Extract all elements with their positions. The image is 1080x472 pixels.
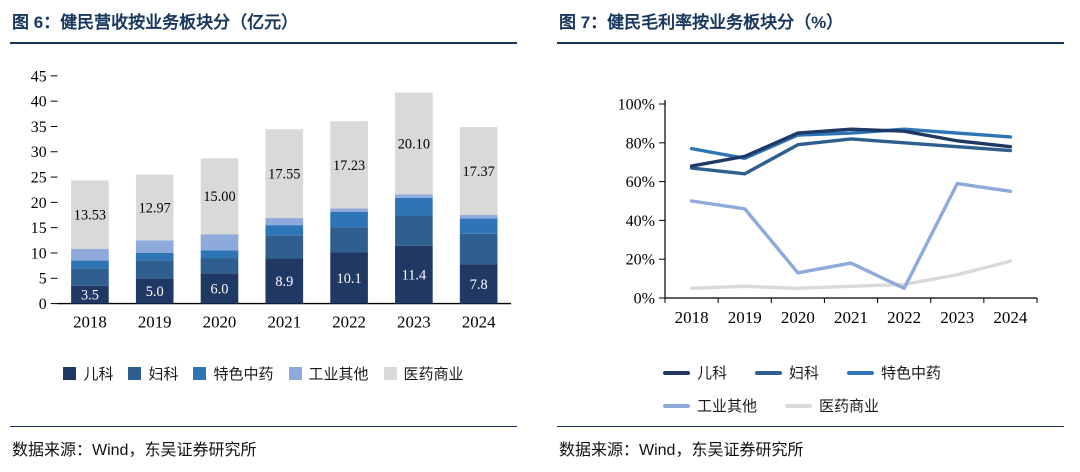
svg-text:60%: 60% (626, 174, 655, 191)
legend-label: 儿科 (697, 365, 728, 382)
svg-text:12.97: 12.97 (139, 200, 171, 216)
figure-7-footer: 数据来源：Wind，东吴证券研究所 (557, 426, 1064, 472)
svg-text:45: 45 (31, 68, 47, 85)
figure-7-legend: 儿科 妇科 特色中药工业其他 医药商业 (663, 362, 1035, 416)
figure-6-footer: 数据来源：Wind，东吴证券研究所 (10, 426, 517, 472)
legend-line-swatch (785, 403, 813, 408)
svg-text:17.55: 17.55 (268, 167, 300, 183)
svg-text:15.00: 15.00 (203, 189, 235, 205)
figure-7-data-source: 数据来源：Wind，东吴证券研究所 (559, 442, 804, 459)
svg-text:13.53: 13.53 (74, 208, 106, 224)
svg-text:35: 35 (31, 119, 47, 136)
legend-item-医药商业: 医药商业 (383, 363, 464, 384)
svg-text:20: 20 (31, 195, 47, 212)
svg-text:2019: 2019 (138, 312, 172, 331)
figure-6-chart-area: 0 5 10 15 20 25 30 35 40 45 3.5 13.53 2018 5.0 12.97 20… (10, 60, 517, 384)
legend-line-swatch (755, 370, 783, 375)
svg-text:7.8: 7.8 (470, 277, 488, 293)
svg-text:2018: 2018 (675, 308, 709, 327)
legend-line-swatch (663, 370, 690, 375)
legend-label: 特色中药 (213, 366, 274, 384)
svg-text:2022: 2022 (332, 312, 366, 331)
figure-7-line-chart: 0% 20% 40% 60% 80% 100% 2018 2019 2020 2021 2022 20… (618, 97, 1038, 327)
figure-7-title: 图 7：健民毛利率按业务板块分（%） (557, 6, 1064, 44)
legend-label: 工业其他 (697, 398, 758, 415)
legend-item-医药商业: 医药商业 (785, 395, 879, 416)
figure-6-stacked-bar-chart: 0 5 10 15 20 25 30 35 40 45 3.5 13.53 2018 5.0 12.97 20… (31, 68, 512, 331)
svg-text:6.0: 6.0 (211, 281, 229, 297)
legend-line-swatch (847, 370, 875, 375)
figure-6-data-source: 数据来源：Wind，东吴证券研究所 (12, 442, 257, 459)
legend-color-swatch (193, 367, 207, 381)
svg-text:2018: 2018 (73, 312, 107, 331)
svg-text:30: 30 (31, 144, 47, 161)
legend-label: 特色中药 (881, 365, 942, 382)
legend-item-妇科: 妇科 (755, 362, 819, 383)
svg-text:2020: 2020 (203, 312, 237, 331)
legend-color-swatch (63, 367, 77, 381)
panel-figure-7: 图 7：健民毛利率按业务板块分（%） 0% 20% 40% 60% 80% 100% 201… (557, 6, 1064, 472)
legend-color-swatch (128, 367, 142, 381)
svg-text:3.5: 3.5 (81, 288, 99, 304)
legend-item-儿科: 儿科 (63, 363, 113, 384)
svg-text:10.1: 10.1 (337, 271, 362, 287)
legend-label: 妇科 (789, 365, 820, 382)
svg-text:10: 10 (31, 245, 47, 262)
legend-item-工业其他: 工业其他 (288, 363, 369, 384)
svg-text:100%: 100% (618, 97, 655, 114)
legend-item-特色中药: 特色中药 (193, 363, 274, 384)
svg-text:2020: 2020 (781, 308, 815, 327)
svg-text:20%: 20% (626, 252, 655, 269)
svg-text:2023: 2023 (397, 312, 431, 331)
figure-7-chart-area: 0% 20% 40% 60% 80% 100% 2018 2019 2020 2021 2022 20… (557, 86, 1064, 416)
legend-label: 医药商业 (819, 398, 880, 415)
legend-label: 医药商业 (403, 366, 464, 384)
svg-text:11.4: 11.4 (402, 268, 427, 284)
legend-item-特色中药: 特色中药 (847, 362, 941, 383)
svg-text:17.37: 17.37 (463, 164, 495, 180)
legend-label: 妇科 (148, 366, 179, 384)
svg-text:2021: 2021 (834, 308, 868, 327)
svg-text:2023: 2023 (940, 308, 974, 327)
svg-text:2021: 2021 (267, 312, 301, 331)
legend-label: 工业其他 (308, 366, 369, 384)
legend-color-swatch (288, 367, 302, 381)
svg-text:2024: 2024 (462, 312, 496, 331)
svg-text:2024: 2024 (993, 308, 1028, 327)
svg-text:40: 40 (31, 94, 47, 111)
svg-text:15: 15 (31, 220, 47, 237)
svg-text:25: 25 (31, 170, 47, 187)
svg-text:0%: 0% (634, 291, 655, 308)
figure-6-title: 图 6：健民营收按业务板块分（亿元） (10, 6, 517, 44)
legend-color-swatch (383, 367, 397, 381)
svg-text:8.9: 8.9 (275, 274, 293, 290)
svg-text:5: 5 (39, 271, 47, 288)
svg-text:2019: 2019 (728, 308, 762, 327)
legend-item-儿科: 儿科 (663, 362, 727, 383)
svg-text:17.23: 17.23 (333, 158, 365, 174)
legend-item-妇科: 妇科 (128, 363, 178, 384)
svg-text:40%: 40% (626, 213, 655, 230)
legend-label: 儿科 (83, 366, 114, 384)
legend-line-swatch (663, 403, 690, 408)
svg-text:0: 0 (39, 296, 47, 313)
panel-figure-6: 图 6：健民营收按业务板块分（亿元） 0 5 10 15 20 25 30 35 40 45 3.5… (10, 6, 517, 472)
svg-text:80%: 80% (626, 135, 655, 152)
svg-text:2022: 2022 (887, 308, 921, 327)
svg-text:20.10: 20.10 (398, 136, 430, 152)
legend-item-工业其他: 工业其他 (663, 395, 757, 416)
figure-6-legend: 儿科 妇科 特色中药 工业其他 医药商业 (10, 363, 517, 384)
svg-text:5.0: 5.0 (146, 284, 164, 300)
